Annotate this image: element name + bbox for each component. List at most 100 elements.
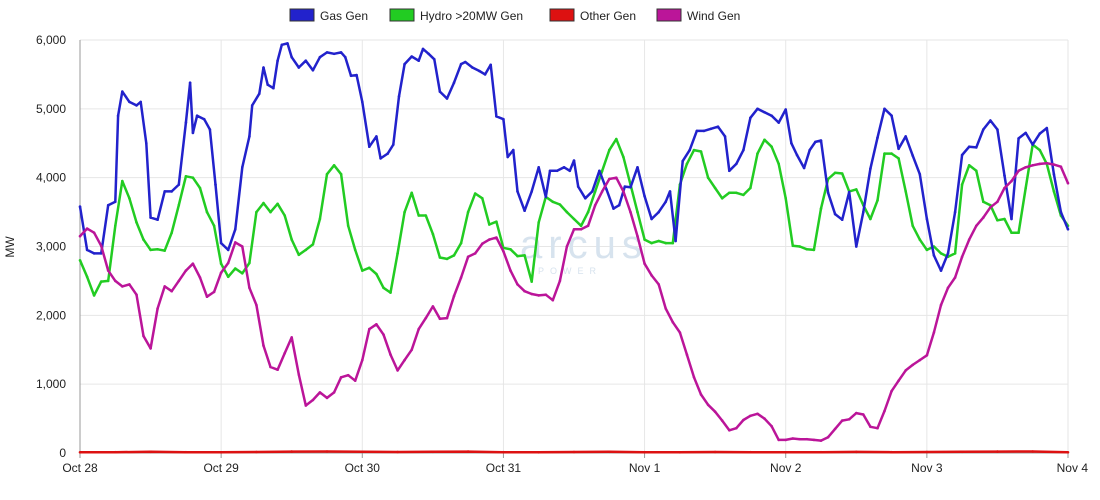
data-point (417, 214, 421, 217)
y-tick-label: 1,000 (36, 377, 66, 391)
arcus-watermark: arcus POWER (520, 223, 648, 276)
x-tick-label: Oct 30 (345, 461, 381, 475)
legend-item[interactable]: Wind Gen (656, 8, 740, 23)
data-point (276, 202, 279, 206)
data-point (346, 224, 350, 228)
data-point (925, 248, 929, 252)
data-point (184, 269, 188, 272)
data-point (904, 135, 907, 138)
data-point (184, 450, 188, 454)
x-tick-label: Nov 1 (629, 461, 661, 475)
data-point (572, 159, 576, 162)
data-point (99, 252, 103, 255)
legend-item[interactable]: Gas Gen (289, 8, 368, 23)
data-point (516, 190, 519, 193)
data-point (855, 411, 858, 415)
data-point (960, 153, 964, 157)
data-point (897, 147, 900, 151)
data-point (431, 232, 435, 236)
watermark-text: arcus (520, 223, 648, 267)
data-point (226, 261, 230, 265)
data-point (862, 413, 865, 416)
data-point (191, 131, 195, 135)
data-point (572, 217, 576, 221)
data-point (713, 410, 717, 414)
x-tick-label: Nov 2 (770, 461, 802, 475)
data-point (523, 254, 526, 257)
data-point (262, 201, 265, 205)
data-point (523, 209, 526, 212)
data-point (397, 95, 401, 98)
data-point (506, 155, 510, 159)
data-point (562, 166, 566, 169)
data-point (925, 450, 929, 454)
data-point (946, 252, 950, 255)
data-point (650, 241, 653, 245)
data-point (593, 203, 597, 207)
data-point (749, 414, 752, 418)
data-point (421, 47, 425, 51)
legend-label: Gas Gen (320, 9, 368, 23)
legend[interactable]: Gas Gen Hydro >20MW Gen Other Gen Wind Gen (289, 8, 740, 23)
data-point (269, 210, 272, 214)
data-point (438, 317, 442, 321)
data-point (297, 66, 301, 69)
data-point (932, 254, 936, 257)
data-point (339, 172, 343, 176)
data-point (728, 429, 731, 432)
data-point (579, 228, 583, 231)
data-point (375, 323, 378, 326)
y-tick-label: 3,000 (36, 240, 66, 254)
legend-item[interactable]: Hydro >20MW Gen (389, 8, 523, 23)
data-point (735, 162, 738, 166)
data-point (742, 148, 745, 152)
data-point (361, 358, 364, 362)
data-point (142, 238, 145, 241)
data-point (608, 177, 611, 181)
data-point (826, 435, 830, 439)
data-point (1017, 169, 1020, 173)
data-point (862, 210, 865, 214)
data-point (156, 218, 159, 221)
data-point (537, 451, 540, 454)
data-point (78, 259, 82, 262)
x-tick-label: Oct 29 (203, 461, 239, 475)
data-point (709, 127, 713, 131)
data-point (156, 307, 159, 310)
data-point (897, 379, 900, 383)
data-point (353, 248, 357, 252)
data-point (114, 450, 117, 454)
data-point (890, 114, 893, 117)
data-point (311, 69, 315, 72)
data-point (349, 74, 353, 78)
data-point (523, 289, 526, 293)
data-point (195, 114, 199, 117)
data-point (805, 248, 809, 251)
data-point (918, 358, 922, 362)
legend-item[interactable]: Other Gen (549, 8, 636, 23)
data-point (283, 351, 287, 355)
data-point (742, 193, 745, 197)
data-point (925, 217, 929, 221)
legend-label: Wind Gen (687, 9, 740, 23)
data-point (139, 100, 142, 104)
data-point (255, 210, 258, 214)
data-point (163, 190, 166, 193)
data-point (149, 248, 152, 252)
data-point (720, 419, 724, 422)
data-point (266, 83, 270, 86)
data-point (255, 450, 258, 454)
x-tick-label: Oct 31 (486, 461, 522, 475)
data-point (114, 279, 117, 283)
legend-swatch (289, 8, 315, 22)
data-point (512, 148, 515, 152)
data-point (184, 121, 188, 124)
data-point (502, 250, 505, 253)
data-point (226, 248, 230, 252)
data-point (318, 391, 322, 394)
data-point (495, 115, 498, 118)
data-point (855, 450, 858, 454)
data-point (657, 239, 660, 243)
watermark-subtext: POWER (538, 266, 602, 276)
data-point (819, 439, 823, 442)
